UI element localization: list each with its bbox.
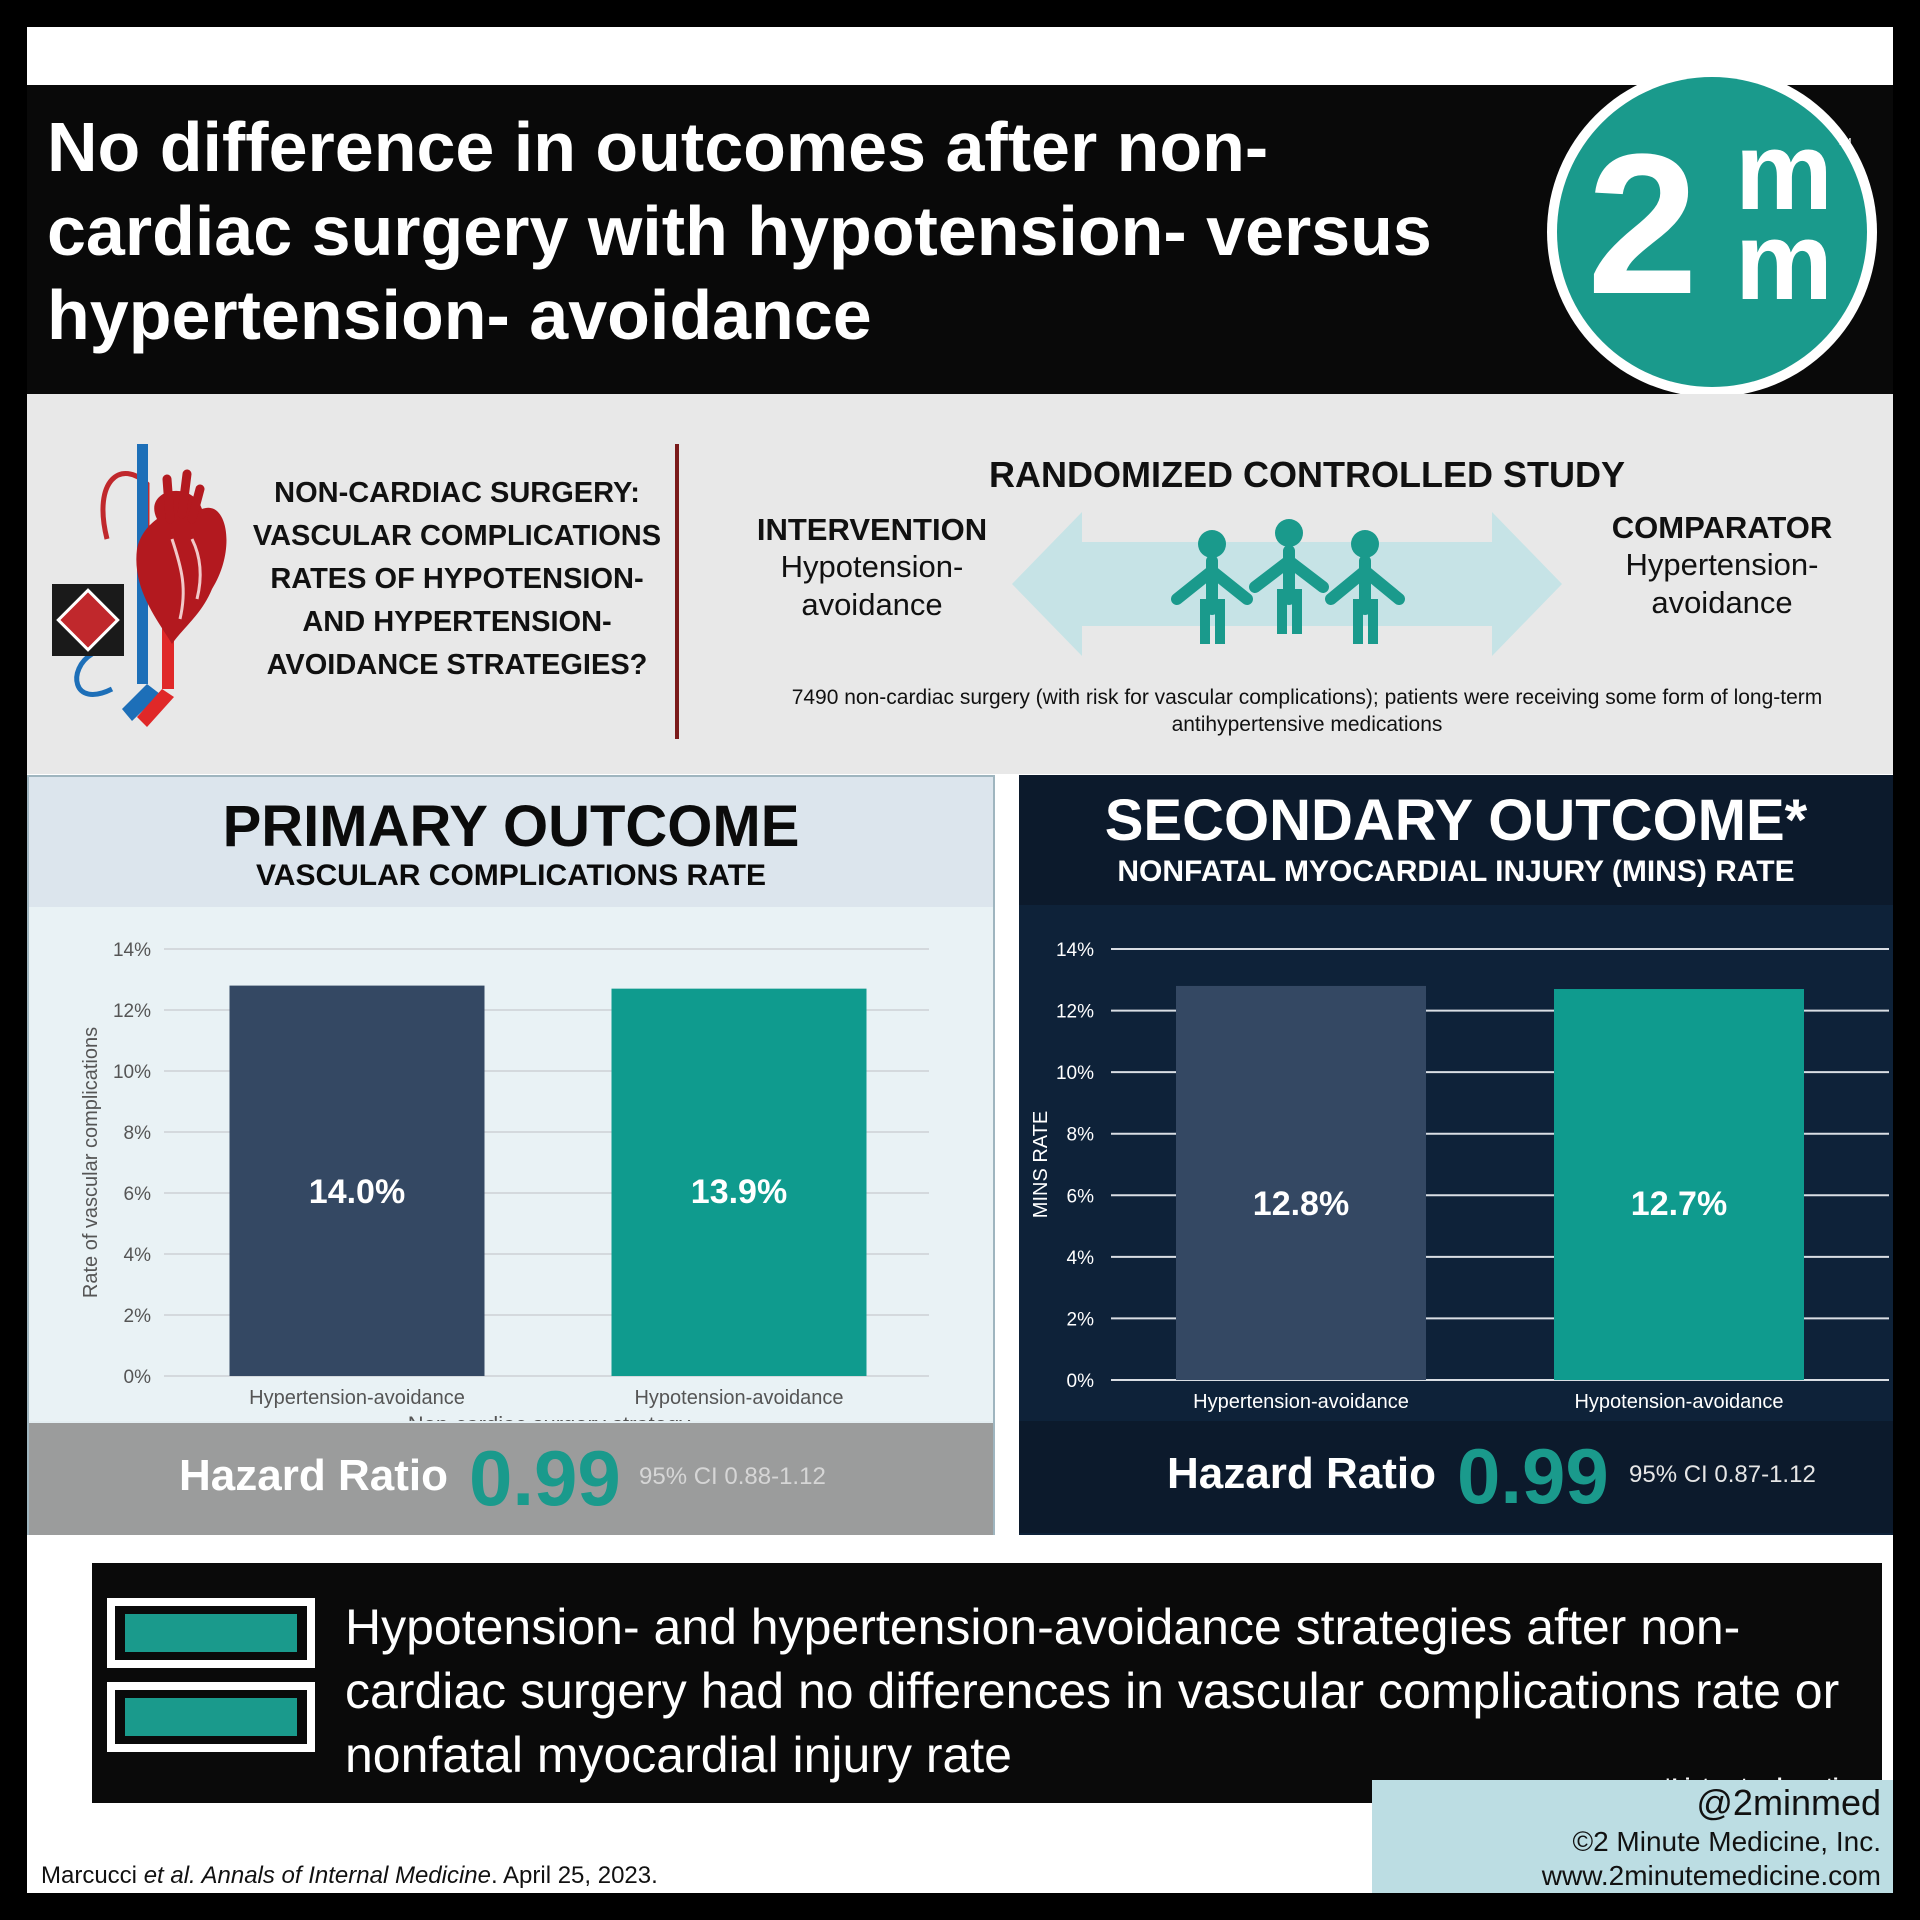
summary-text: Hypotension- and hypertension-avoidance …	[345, 1599, 1840, 1783]
y-tick-label: 8%	[124, 1123, 152, 1144]
y-tick-label: 2%	[1067, 1309, 1095, 1330]
brand-logo: 2 m m TM	[1547, 67, 1877, 397]
secondary-bar-chart: 0% 2% 4% 6% 8% 10% 12% 14% 12.8% Hypertension-avo…	[1019, 905, 1893, 1419]
y-tick-label: 12%	[113, 1001, 151, 1022]
primary-outcome-panel: PRIMARY OUTCOME VASCULAR COMPLICATIONS R…	[27, 775, 995, 1535]
intervention-line2: avoidance	[801, 587, 943, 622]
y-tick-label: 6%	[124, 1184, 152, 1205]
bars-equal-icon	[107, 1598, 315, 1752]
logo-digit: 2	[1587, 113, 1699, 336]
data-label: 12.8%	[1253, 1185, 1349, 1223]
data-label: 12.7%	[1631, 1185, 1727, 1223]
secondary-hazard-ratio: Hazard Ratio 0.99 95% CI 0.87-1.12	[1019, 1421, 1893, 1533]
y-tick-label: 2%	[124, 1306, 152, 1327]
secondary-title: SECONDARY OUTCOME*	[1104, 788, 1808, 853]
y-tick-label: 10%	[113, 1062, 151, 1083]
citation: Marcucci et al. Annals of Internal Medic…	[41, 1862, 658, 1890]
logo-letter-bottom: m	[1735, 200, 1833, 323]
x-tick-label: Hypertension-avoidance	[249, 1387, 465, 1409]
y-tick-label: 14%	[113, 940, 151, 961]
x-axis-label: Non-cardiac surgery strategy	[408, 1412, 690, 1421]
citation-etal: et al.	[143, 1862, 202, 1889]
y-axis-label: MINS RATE	[1030, 1111, 1052, 1218]
bar	[229, 985, 485, 1376]
y-tick-label: 6%	[1067, 1186, 1095, 1207]
primary-hr-label: Hazard Ratio	[179, 1451, 448, 1500]
data-label: 14.0%	[309, 1173, 405, 1211]
research-question: Non-cardiac surgery: vascular complicati…	[252, 477, 662, 681]
secondary-hr-value: 0.99	[1457, 1432, 1609, 1520]
primary-ci: 95% CI 0.88-1.12	[639, 1463, 826, 1490]
y-tick-label: 8%	[1067, 1125, 1095, 1146]
website: www.2minutemedicine.com	[1541, 1860, 1881, 1891]
comparator-line2: avoidance	[1651, 585, 1793, 620]
x-tick-label: Hypertension-avoidance	[1193, 1391, 1409, 1413]
secondary-outcome-panel: SECONDARY OUTCOME* NONFATAL MYOCARDIAL I…	[1019, 775, 1893, 1535]
data-label: 13.9%	[691, 1173, 787, 1211]
bar	[1554, 989, 1804, 1380]
copyright: ©2 Minute Medicine, Inc.	[1572, 1826, 1881, 1857]
citation-authors: Marcucci	[41, 1862, 144, 1889]
page-title: No difference in outcomes after non-card…	[47, 108, 1432, 354]
primary-hr-value: 0.99	[469, 1434, 621, 1522]
logo-badge: 2 m m TM	[1557, 77, 1867, 387]
y-tick-label: 10%	[1056, 1063, 1094, 1084]
study-panel: Non-cardiac surgery: vascular complicati…	[27, 394, 1893, 774]
social-handle: @2minmed	[1696, 1782, 1881, 1823]
y-tick-label: 12%	[1056, 1002, 1094, 1023]
x-tick-label: Hypotension-avoidance	[1574, 1391, 1783, 1413]
citation-journal: Annals of Internal Medicine	[201, 1862, 492, 1889]
x-tick-label: Hypotension-avoidance	[634, 1387, 843, 1409]
y-tick-label: 14%	[1056, 940, 1094, 961]
citation-date: . April 25, 2023.	[491, 1862, 658, 1889]
logo-letter-top: m	[1735, 110, 1833, 233]
logo-trademark: TM	[1837, 137, 1852, 148]
infographic: No difference in outcomes after non-card…	[27, 27, 1893, 1893]
comparator-label: COMPARATOR	[1611, 510, 1833, 545]
y-tick-label: 0%	[1067, 1371, 1095, 1392]
divider	[675, 444, 679, 739]
intervention-line1: Hypotension-	[780, 549, 964, 584]
secondary-header: SECONDARY OUTCOME* NONFATAL MYOCARDIAL I…	[1019, 775, 1893, 905]
secondary-subtitle: NONFATAL MYOCARDIAL INJURY (MINS) RATE	[1117, 855, 1795, 888]
primary-bar-chart: 0% 2% 4% 6% 8% 10% 12% 14% 14.0% Hypertension-avo…	[29, 907, 993, 1421]
bar	[611, 988, 867, 1376]
secondary-hr-label: Hazard Ratio	[1167, 1449, 1436, 1498]
footer-box: @2minmed ©2 Minute Medicine, Inc. www.2m…	[1372, 1780, 1893, 1893]
primary-subtitle: VASCULAR COMPLICATIONS RATE	[256, 859, 766, 892]
intervention-label: INTERVENTION	[756, 512, 988, 547]
y-axis-label: Rate of vascular complications	[80, 1027, 102, 1298]
heart-iv-icon	[52, 444, 227, 727]
primary-title: PRIMARY OUTCOME	[222, 794, 800, 859]
comparator-line1: Hypertension-	[1625, 547, 1819, 582]
secondary-ci: 95% CI 0.87-1.12	[1629, 1461, 1816, 1488]
y-tick-label: 4%	[124, 1245, 152, 1266]
x-axis-label: Non-cardiac surgery strategy	[1350, 1416, 1632, 1419]
primary-hazard-ratio: Hazard Ratio 0.99 95% CI 0.88-1.12	[29, 1423, 993, 1535]
study-design: RANDOMIZED CONTROLLED STUDY	[989, 454, 1625, 495]
summary-box: Hypotension- and hypertension-avoidance …	[92, 1563, 1882, 1803]
population-description: 7490 non-cardiac surgery (with risk for …	[791, 686, 1823, 736]
y-tick-label: 4%	[1067, 1248, 1095, 1269]
primary-header: PRIMARY OUTCOME VASCULAR COMPLICATIONS R…	[29, 777, 993, 907]
bar	[1176, 985, 1426, 1380]
y-tick-label: 0%	[124, 1367, 152, 1388]
patients-icon	[1171, 519, 1405, 644]
